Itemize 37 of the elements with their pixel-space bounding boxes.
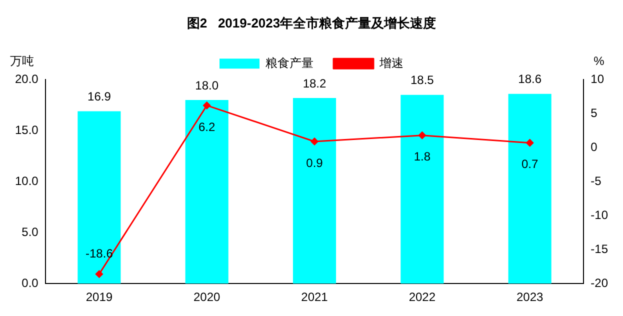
- y2-tick-label: -15: [590, 242, 608, 256]
- y-tick-label: 20.0: [14, 72, 39, 86]
- legend-label: 粮食产量: [266, 56, 314, 70]
- y2-tick-label: -5: [590, 174, 602, 188]
- y-tick-label: 15.0: [14, 122, 39, 137]
- data-label: 0.7: [521, 157, 538, 172]
- legend-label: 增速: [378, 56, 404, 70]
- data-label: 1.8: [414, 150, 431, 164]
- y-tick-label: 10.0: [14, 174, 39, 188]
- y-tick-label: 5.0: [22, 224, 39, 239]
- y-tick-label: 0.0: [22, 276, 39, 290]
- data-label: 16.9: [88, 90, 112, 104]
- data-label: 6.2: [198, 120, 216, 134]
- data-label: 18.2: [302, 76, 327, 90]
- y2-axis-title: %: [594, 54, 605, 68]
- point: [95, 270, 103, 278]
- x-tick-label: 2022: [408, 290, 436, 304]
- y2-tick-label: 5: [590, 106, 598, 120]
- data-label: 0.9: [306, 156, 324, 170]
- y-axis-title: 万吨: [10, 54, 34, 68]
- y2-tick-label: -20: [590, 276, 608, 290]
- data-label: -18.6: [86, 246, 114, 260]
- x-tick-label: 2023: [516, 290, 544, 304]
- y2-tick-label: 0: [590, 140, 598, 154]
- point: [310, 138, 318, 146]
- x-tick-label: 2020: [193, 290, 221, 304]
- x-tick-label: 2021: [301, 290, 328, 304]
- data-label: 18.0: [195, 78, 219, 92]
- data-label: 18.5: [410, 73, 434, 88]
- point: [203, 102, 211, 110]
- y2-tick-label: -10: [590, 208, 608, 222]
- point: [526, 139, 534, 147]
- data-label: 18.6: [518, 72, 542, 86]
- point: [418, 132, 426, 140]
- chart-title: 图2 2019-2023年全市粮食产量及增长速度: [186, 15, 436, 30]
- x-tick-label: 2019: [86, 290, 113, 304]
- y2-tick-label: 10: [590, 72, 604, 86]
